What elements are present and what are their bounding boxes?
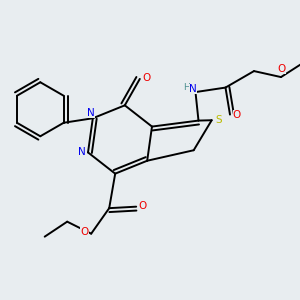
Text: O: O <box>142 73 151 83</box>
Text: O: O <box>278 64 286 74</box>
Text: O: O <box>80 227 89 237</box>
Text: N: N <box>77 147 85 158</box>
Text: H: H <box>183 83 190 92</box>
Text: N: N <box>189 84 197 94</box>
Text: O: O <box>233 110 241 120</box>
Text: N: N <box>87 108 95 118</box>
Text: S: S <box>215 115 222 125</box>
Text: O: O <box>138 201 146 211</box>
